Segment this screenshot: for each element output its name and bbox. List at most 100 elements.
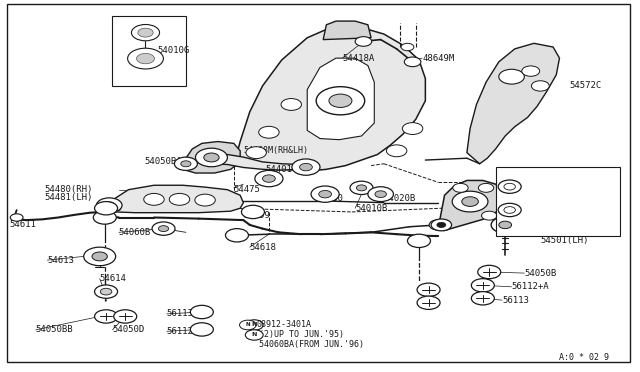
Circle shape [259, 126, 279, 138]
Circle shape [84, 247, 116, 266]
Text: 54459: 54459 [243, 211, 270, 220]
Polygon shape [467, 43, 559, 164]
FancyBboxPatch shape [495, 167, 620, 236]
Polygon shape [182, 141, 240, 173]
Circle shape [300, 163, 312, 171]
Circle shape [239, 320, 256, 330]
Circle shape [401, 43, 414, 51]
Circle shape [311, 186, 339, 202]
Circle shape [195, 148, 227, 167]
Text: 54475: 54475 [234, 185, 260, 194]
Text: (2)UP TO JUN.'95): (2)UP TO JUN.'95) [259, 330, 344, 340]
Circle shape [92, 252, 108, 261]
Text: 54050B: 54050B [524, 269, 557, 278]
Text: 08921-3202A: 08921-3202A [508, 191, 562, 200]
Circle shape [408, 234, 431, 247]
Circle shape [471, 292, 494, 305]
Text: N: N [246, 323, 250, 327]
Circle shape [429, 220, 447, 230]
Circle shape [478, 183, 493, 192]
Circle shape [481, 211, 497, 220]
Text: 54050BA: 54050BA [145, 157, 182, 166]
Polygon shape [106, 185, 243, 213]
Circle shape [499, 221, 511, 229]
Text: 54468M(RH&LH): 54468M(RH&LH) [243, 146, 308, 155]
Circle shape [152, 222, 175, 235]
Circle shape [159, 226, 169, 232]
Circle shape [499, 69, 524, 84]
Text: 54613: 54613 [47, 256, 74, 264]
Circle shape [100, 288, 112, 295]
Circle shape [190, 323, 213, 336]
Circle shape [136, 54, 154, 64]
Circle shape [387, 145, 407, 157]
Circle shape [355, 37, 372, 46]
Circle shape [491, 217, 519, 233]
Circle shape [522, 66, 540, 76]
Circle shape [104, 202, 115, 209]
Circle shape [246, 147, 266, 158]
Circle shape [292, 159, 320, 175]
Circle shape [504, 183, 515, 190]
Circle shape [114, 310, 137, 323]
Text: 54614: 54614 [100, 274, 127, 283]
Circle shape [329, 94, 352, 108]
Polygon shape [234, 27, 426, 171]
Circle shape [95, 202, 118, 215]
Polygon shape [438, 180, 502, 231]
Circle shape [225, 229, 248, 242]
Circle shape [417, 283, 440, 296]
Text: 54060BA(FROM JUN.'96): 54060BA(FROM JUN.'96) [259, 340, 364, 349]
Circle shape [138, 28, 153, 37]
Text: 54050BB: 54050BB [36, 325, 74, 334]
Text: 54050D: 54050D [113, 325, 145, 334]
Polygon shape [323, 21, 371, 39]
Text: 54480(RH): 54480(RH) [44, 185, 93, 194]
Circle shape [190, 305, 213, 319]
Circle shape [245, 320, 263, 330]
Text: 54572C: 54572C [569, 81, 602, 90]
Circle shape [93, 211, 116, 224]
Text: 54401: 54401 [266, 165, 292, 174]
Polygon shape [307, 58, 374, 140]
Circle shape [97, 198, 122, 213]
Circle shape [255, 170, 283, 187]
Text: 48649M: 48649M [422, 54, 454, 62]
Circle shape [404, 57, 421, 67]
Text: 54500(RH): 54500(RH) [540, 228, 589, 237]
Circle shape [281, 99, 301, 110]
Text: N: N [252, 323, 257, 327]
Circle shape [375, 191, 387, 198]
Circle shape [471, 279, 494, 292]
Circle shape [204, 153, 219, 162]
Circle shape [127, 48, 163, 69]
Text: N: N [252, 333, 257, 337]
Circle shape [131, 25, 159, 41]
Circle shape [319, 190, 332, 198]
Text: (2): (2) [531, 224, 545, 233]
Circle shape [356, 185, 367, 191]
Text: 56112: 56112 [167, 327, 194, 336]
Circle shape [180, 161, 191, 167]
Circle shape [350, 181, 373, 195]
Circle shape [453, 183, 468, 192]
Circle shape [462, 197, 478, 206]
Text: (N)08911-6441A: (N)08911-6441A [502, 215, 567, 224]
Circle shape [368, 187, 394, 202]
Text: A:0 * 02 9: A:0 * 02 9 [559, 353, 609, 362]
Circle shape [498, 203, 521, 217]
Polygon shape [211, 154, 307, 170]
Circle shape [170, 193, 189, 205]
Circle shape [245, 330, 263, 340]
Circle shape [504, 206, 515, 213]
Text: 54618: 54618 [250, 243, 276, 251]
Circle shape [241, 205, 264, 219]
Circle shape [477, 265, 500, 279]
Circle shape [437, 222, 446, 228]
Text: 54020B: 54020B [384, 195, 416, 203]
Text: 56113: 56113 [167, 310, 194, 318]
Text: SEC400: SEC400 [518, 174, 550, 183]
Text: 54501(LH): 54501(LH) [540, 236, 589, 246]
Text: 54459: 54459 [95, 205, 122, 214]
Text: 54580: 54580 [317, 195, 344, 203]
